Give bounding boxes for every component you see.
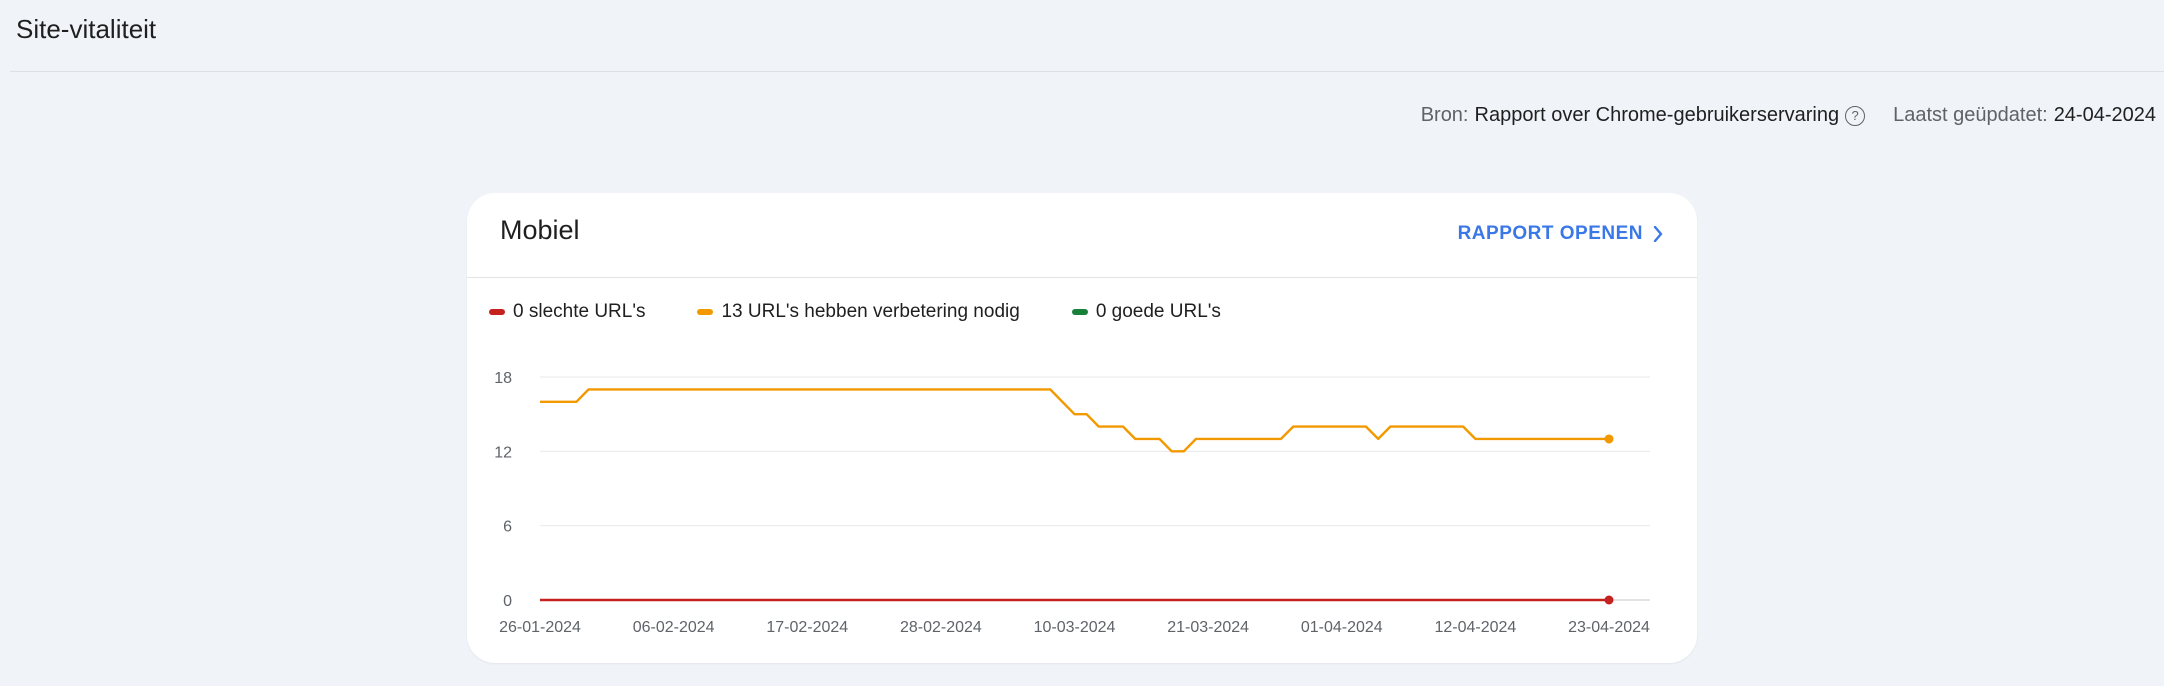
- y-tick-label-0: 0: [503, 593, 512, 610]
- card-title: Mobiel: [500, 215, 580, 245]
- source-label: Bron:: [1420, 104, 1469, 126]
- line-chart: 18 12 6 0 26-01-2024 06-02-2024 17-02-2024 28-0…: [494, 370, 1650, 636]
- series-line-1: [540, 388, 1609, 453]
- x-tick-label-0: 26-01-2024: [499, 619, 581, 636]
- legend-swatch-good: [1071, 309, 1088, 315]
- x-tick-label-4: 10-03-2024: [1034, 619, 1116, 636]
- title-divider: [10, 71, 2164, 72]
- legend-label-good: 0 goede URL's: [1095, 301, 1221, 322]
- legend-label-needs-improvement: 13 URL's hebben verbetering nodig: [721, 301, 1020, 322]
- legend-swatch-needs-improvement: [697, 309, 714, 315]
- series-endpoint-0: [1604, 595, 1614, 605]
- open-report-label: RAPPORT OPENEN: [1457, 223, 1643, 244]
- legend-label-poor: 0 slechte URL's: [513, 301, 646, 322]
- y-tick-label-12: 12: [494, 444, 512, 461]
- x-tick-label-2: 17-02-2024: [766, 619, 848, 636]
- x-tick-label-1: 06-02-2024: [633, 619, 715, 636]
- x-tick-label-7: 12-04-2024: [1434, 619, 1516, 636]
- x-tick-label-3: 28-02-2024: [900, 619, 982, 636]
- page-title: Site-vitaliteit: [16, 14, 157, 44]
- y-tick-label-6: 6: [503, 519, 512, 536]
- chevron-right-icon: [1653, 226, 1663, 242]
- legend-item-poor[interactable]: 0 slechte URL's: [489, 301, 645, 323]
- updated-value: 24-04-2024: [2053, 104, 2156, 126]
- legend-item-good[interactable]: 0 goede URL's: [1071, 301, 1221, 323]
- help-circle-icon[interactable]: ?: [1845, 105, 1866, 126]
- legend-item-needs-improvement[interactable]: 13 URL's hebben verbetering nodig: [697, 301, 1020, 323]
- y-tick-label-18: 18: [494, 370, 512, 387]
- chart-legend: 0 slechte URL's 13 URL's hebben verbeter…: [489, 301, 1273, 323]
- x-tick-label-5: 21-03-2024: [1167, 619, 1249, 636]
- source-value: Rapport over Chrome-gebruikerservaring: [1474, 104, 1840, 126]
- open-report-button[interactable]: RAPPORT OPENEN: [1458, 223, 1663, 245]
- source-info: Bron: Rapport over Chrome-gebruikerserva…: [1421, 104, 2156, 127]
- series-endpoint-1: [1604, 434, 1614, 444]
- mobile-card: Mobiel RAPPORT OPENEN 0 slechte URL's 13…: [467, 193, 1697, 663]
- x-tick-label-8: 23-04-2024: [1568, 619, 1650, 636]
- card-divider: [467, 277, 1697, 278]
- legend-swatch-poor: [489, 309, 505, 315]
- x-tick-label-6: 01-04-2024: [1301, 619, 1383, 636]
- updated-label: Laatst geüpdatet:: [1893, 104, 2048, 126]
